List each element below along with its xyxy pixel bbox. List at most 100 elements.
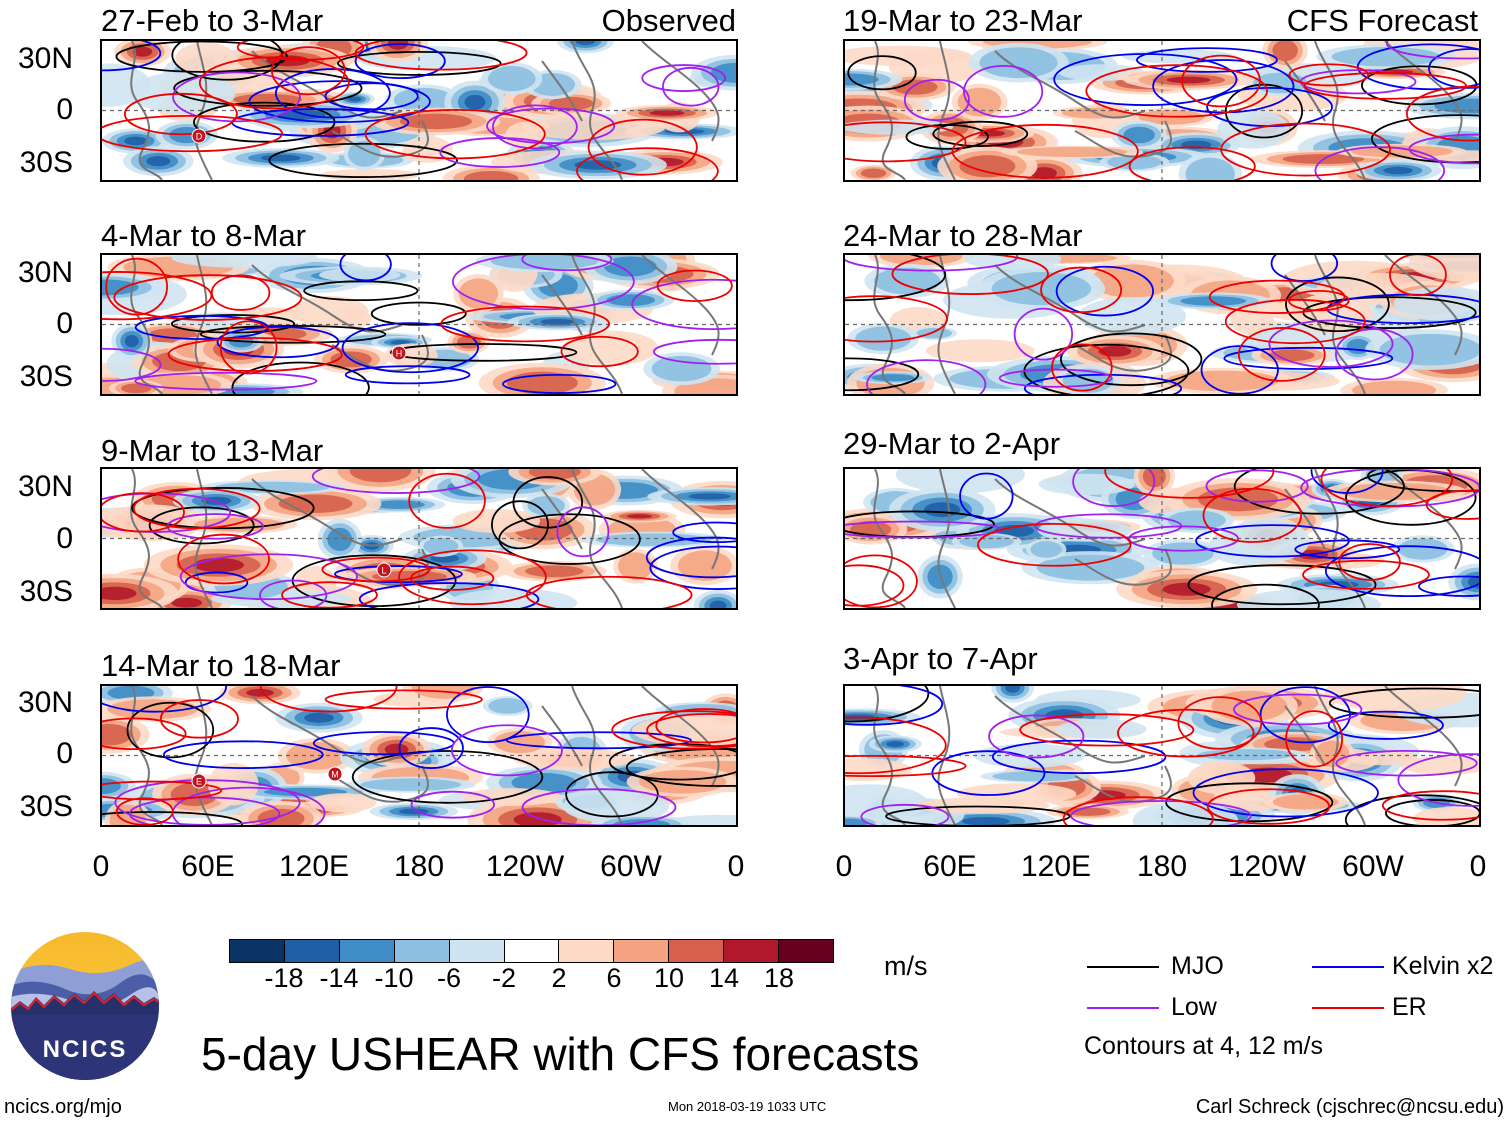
lat-label-eq: 0 — [56, 737, 73, 770]
legend-label-er: ER — [1392, 993, 1427, 1021]
colorbar-swatch — [284, 940, 340, 962]
colorbar-swatch — [504, 940, 560, 962]
contour-line — [132, 487, 261, 530]
contour-line — [439, 137, 561, 168]
contour-line — [645, 536, 736, 579]
coastline — [641, 41, 720, 142]
coastline — [541, 60, 583, 122]
contour-line — [248, 80, 431, 123]
shear-blob — [349, 469, 412, 483]
contour-line — [845, 121, 967, 163]
shear-blob — [511, 773, 577, 793]
coastline — [130, 41, 163, 180]
shear-blob — [1397, 538, 1448, 560]
contour-line — [123, 92, 238, 136]
contour-line — [1268, 319, 1394, 368]
contour-line — [662, 66, 720, 107]
shear-blob — [327, 527, 353, 552]
coastline — [994, 264, 1146, 333]
shear-blob — [458, 278, 499, 309]
contour-line — [1187, 564, 1377, 606]
lon-label: 120W — [1227, 850, 1307, 883]
contour-line — [625, 748, 736, 787]
contour-line — [1385, 799, 1479, 825]
contour-line — [102, 41, 162, 72]
shear-blob — [1165, 370, 1279, 392]
contour-line — [498, 513, 641, 565]
contour-line — [1072, 469, 1156, 507]
contour-line — [1206, 788, 1331, 825]
contour-line — [167, 337, 343, 372]
logo-text: NCICS — [43, 1036, 128, 1063]
shear-blob — [618, 552, 653, 580]
shear-blob — [916, 327, 953, 339]
coastline — [1284, 705, 1326, 767]
shear-blob — [171, 255, 318, 268]
contour-line — [274, 68, 391, 119]
shear-map — [843, 39, 1481, 182]
shear-blob — [146, 156, 171, 167]
contour-line — [1389, 255, 1447, 297]
coastline — [1384, 41, 1463, 142]
panel-title: 24-Mar to 28-Mar — [843, 218, 1083, 253]
shear-blob — [1152, 542, 1214, 565]
shear-map: L — [100, 467, 738, 610]
shear-blob — [373, 500, 425, 510]
shear-blob — [1314, 740, 1350, 767]
shear-blob — [291, 296, 369, 327]
contour-line — [521, 255, 613, 272]
contour-line — [1192, 768, 1379, 818]
storm-marker: D — [191, 128, 207, 144]
storm-marker-letter: H — [396, 349, 403, 359]
contour-line — [556, 506, 610, 558]
coastline — [641, 686, 720, 787]
lon-label: 60E — [923, 850, 977, 883]
shear-blob — [992, 771, 1079, 782]
storm-marker: E — [191, 773, 207, 789]
colorbar-swatch — [394, 940, 450, 962]
shear-blob — [1272, 41, 1298, 62]
coastline — [251, 478, 403, 547]
shear-blob — [871, 374, 915, 382]
contour-line — [162, 740, 324, 769]
contour-line — [1104, 469, 1275, 499]
contour-line — [1233, 693, 1363, 726]
shear-blob — [525, 565, 584, 578]
shear-blob — [1167, 510, 1226, 531]
shear-blob — [1237, 588, 1381, 608]
coastline — [331, 120, 429, 158]
legend-label-kelvin: Kelvin x2 — [1392, 952, 1494, 980]
colorbar-swatches — [229, 939, 834, 963]
footer-url: ncics.org/mjo — [4, 1096, 122, 1118]
shear-blob — [207, 763, 259, 806]
coastline — [541, 274, 583, 336]
contour-line — [1237, 327, 1326, 382]
contour-line — [268, 142, 458, 178]
lat-label-30s: 30S — [19, 575, 73, 608]
legend-line-low — [1087, 1007, 1159, 1009]
shear-blob — [892, 79, 938, 95]
lat-label-30s: 30S — [19, 360, 73, 393]
shear-blob — [979, 47, 1058, 79]
coastline — [130, 255, 163, 394]
contour-line — [885, 805, 1071, 825]
shear-blob — [924, 502, 961, 518]
shear-field: D — [102, 41, 736, 180]
coastline — [1074, 120, 1172, 158]
shear-blob — [463, 170, 519, 180]
contour-line — [1177, 696, 1263, 750]
shear-blob — [527, 496, 565, 516]
shear-blob — [132, 46, 153, 57]
shear-blob — [1180, 296, 1247, 306]
shear-map: D — [100, 39, 738, 182]
contour-line — [259, 579, 328, 608]
contour-line — [649, 545, 736, 590]
contour-line — [177, 533, 270, 585]
contour-line — [128, 796, 281, 825]
contour-line — [1062, 796, 1214, 825]
contour-line — [440, 305, 611, 343]
contour-line — [505, 731, 692, 750]
contour-line — [988, 714, 1085, 759]
contour-line — [159, 699, 239, 739]
contour-line — [1051, 343, 1113, 392]
